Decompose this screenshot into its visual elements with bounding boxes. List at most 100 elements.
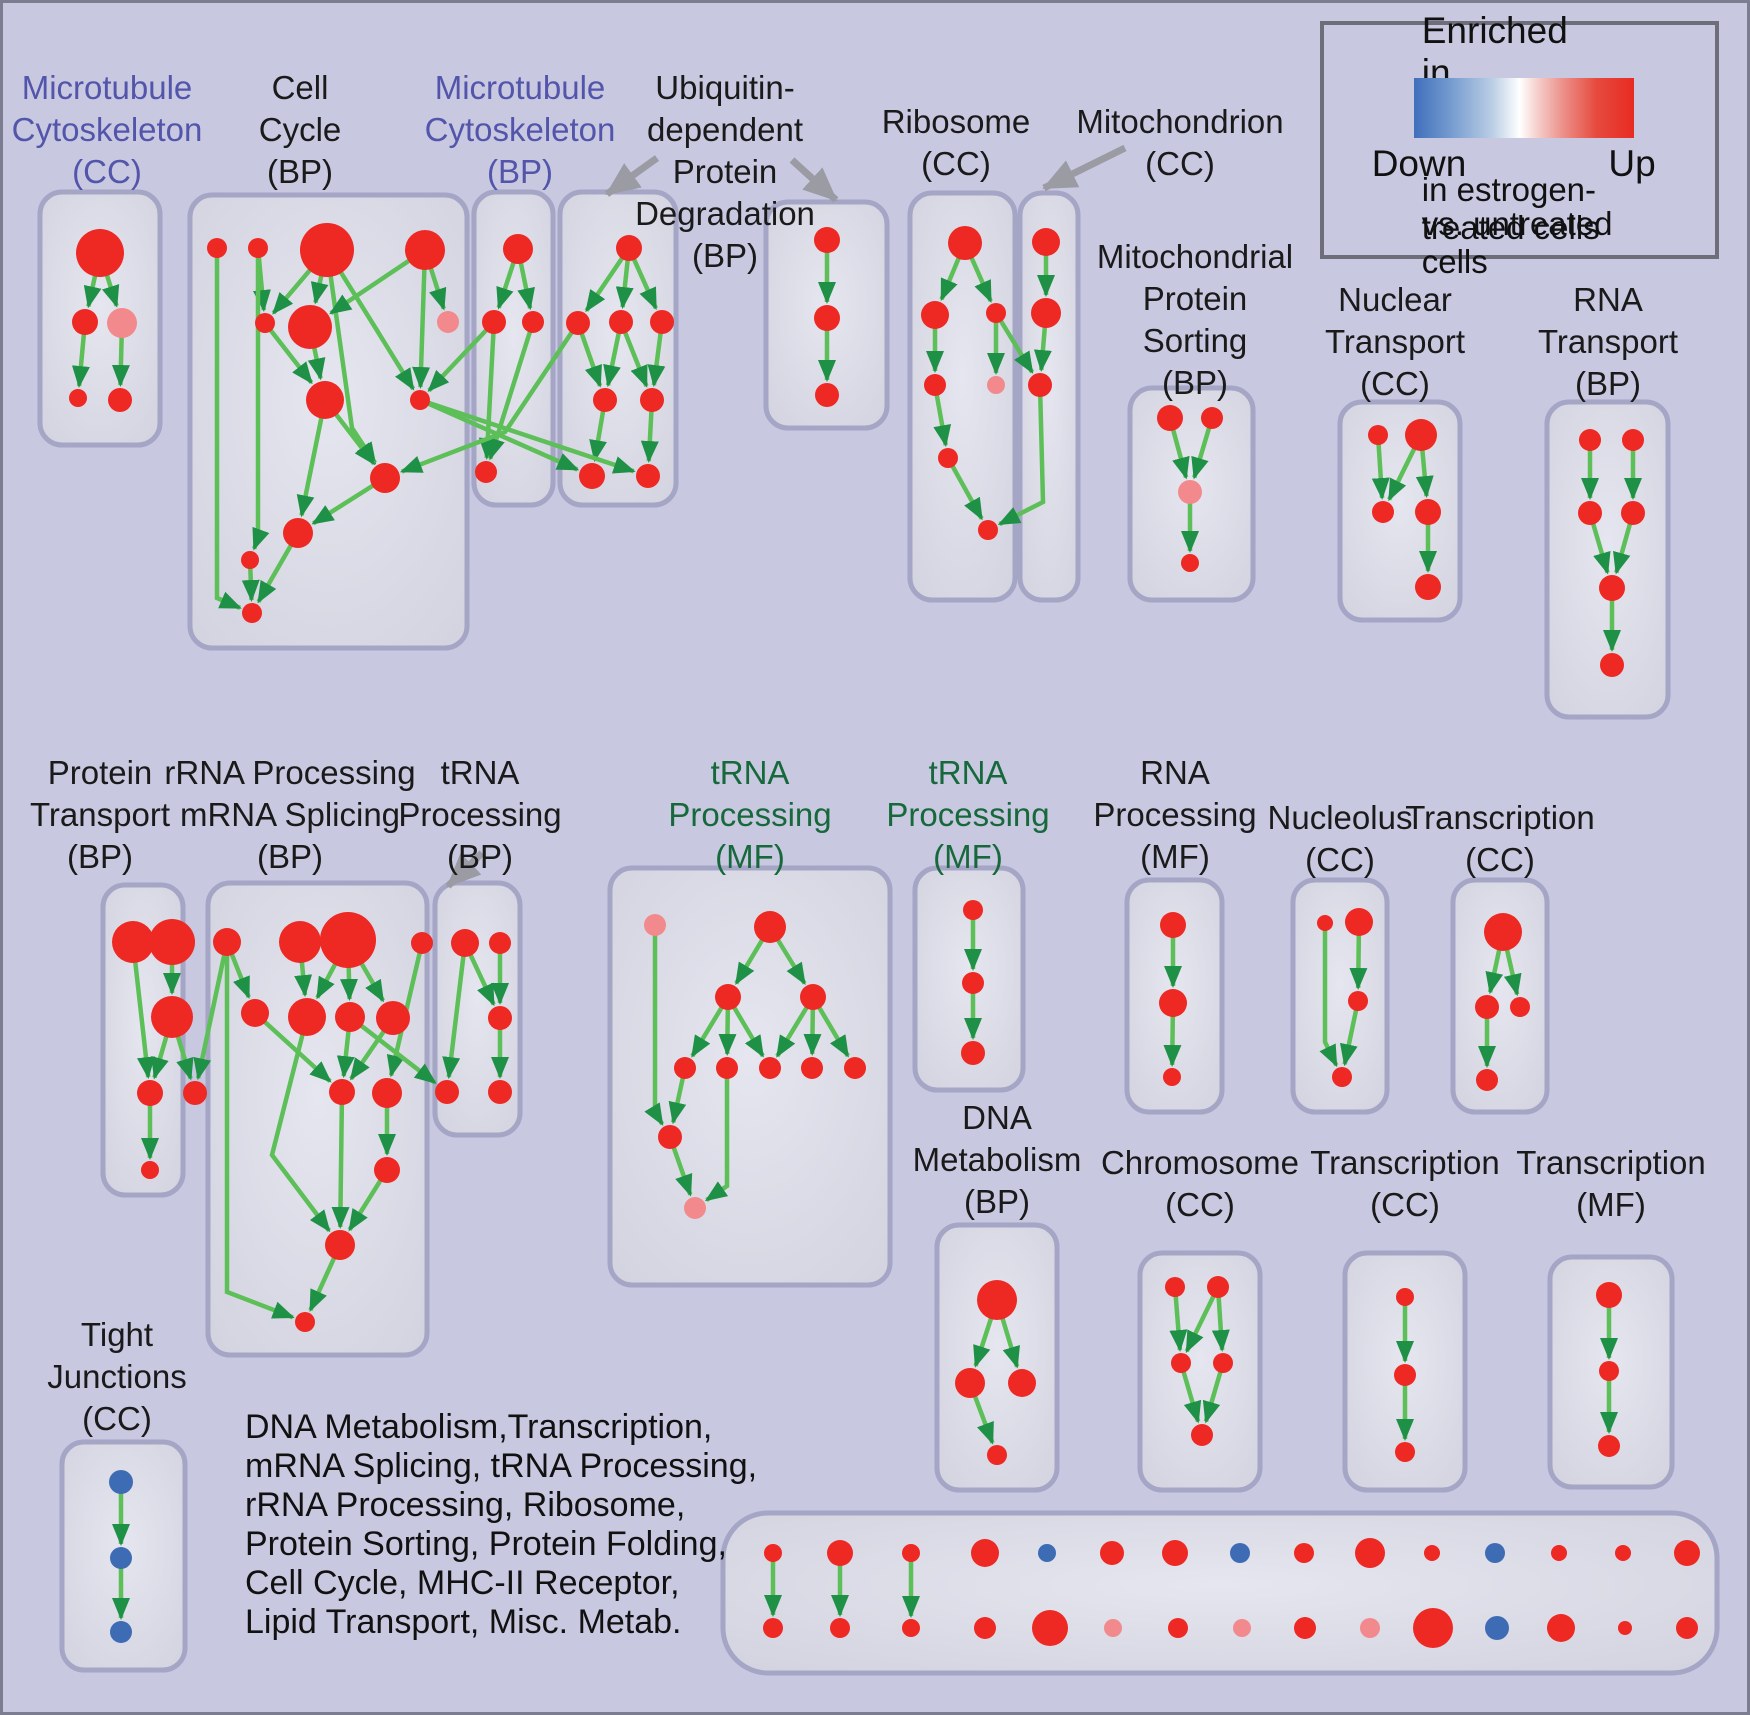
microtubule-cytoskeleton-bp-node-1[interactable] — [482, 310, 506, 334]
nucleolus-cc-node-2[interactable] — [1348, 991, 1368, 1011]
trna-processing-mf-1-node-2[interactable] — [715, 984, 741, 1010]
mitochondrial-protein-sorting-bp-node-1[interactable] — [1201, 407, 1223, 429]
cell-cycle-bp-node-3[interactable] — [405, 230, 445, 270]
misc-group-node-25[interactable] — [1413, 1608, 1453, 1648]
transcription-mf-node-0[interactable] — [1596, 1282, 1622, 1308]
trna-processing-mf-1-node-7[interactable] — [801, 1057, 823, 1079]
misc-group-node-8[interactable] — [1294, 1543, 1314, 1563]
transcription-cc-row3-node-1[interactable] — [1394, 1364, 1416, 1386]
rna-transport-bp-node-1[interactable] — [1622, 429, 1644, 451]
trna-processing-bp-node-2[interactable] — [488, 1006, 512, 1030]
protein-transport-bp-node-1[interactable] — [149, 919, 195, 965]
rrna-processing-mrna-splicing-bp-node-1[interactable] — [279, 921, 321, 963]
microtubule-cytoskeleton-cc-node-2[interactable] — [107, 308, 137, 338]
rrna-processing-mrna-splicing-bp-node-9[interactable] — [329, 1079, 355, 1105]
chromosome-cc-node-2[interactable] — [1171, 1353, 1191, 1373]
nucleolus-cc-node-3[interactable] — [1332, 1067, 1352, 1087]
misc-group-node-10[interactable] — [1424, 1545, 1440, 1561]
misc-group-node-24[interactable] — [1360, 1618, 1380, 1638]
chromosome-cc-node-4[interactable] — [1191, 1424, 1213, 1446]
ribosome-cc-node-0[interactable] — [948, 226, 982, 260]
misc-group-node-12[interactable] — [1551, 1545, 1567, 1561]
transcription-cc-row2-node-2[interactable] — [1510, 997, 1530, 1017]
cell-cycle-bp-node-11[interactable] — [241, 551, 259, 569]
misc-group-node-4[interactable] — [1038, 1544, 1056, 1562]
misc-group-node-13[interactable] — [1615, 1545, 1631, 1561]
rna-transport-bp-node-2[interactable] — [1578, 501, 1602, 525]
trna-processing-mf-1-node-4[interactable] — [674, 1057, 696, 1079]
misc-group-node-17[interactable] — [902, 1619, 920, 1637]
rna-transport-bp-node-3[interactable] — [1621, 501, 1645, 525]
tight-junctions-cc-node-1[interactable] — [110, 1547, 132, 1569]
misc-group-node-15[interactable] — [763, 1618, 783, 1638]
protein-transport-bp-node-0[interactable] — [112, 921, 154, 963]
chromosome-cc-node-0[interactable] — [1165, 1277, 1185, 1297]
microtubule-cytoskeleton-cc-node-3[interactable] — [69, 389, 87, 407]
microtubule-cytoskeleton-bp-node-0[interactable] — [503, 234, 533, 264]
dna-metabolism-bp-node-1[interactable] — [955, 1368, 985, 1398]
microtubule-cytoskeleton-cc-node-0[interactable] — [76, 229, 124, 277]
mitochondrion-cc-node-2[interactable] — [1028, 373, 1052, 397]
ribosome-cc-node-2[interactable] — [986, 303, 1006, 323]
rrna-processing-mrna-splicing-bp-node-8[interactable] — [183, 1081, 207, 1105]
dna-metabolism-bp-node-3[interactable] — [987, 1445, 1007, 1465]
misc-group-node-20[interactable] — [1104, 1619, 1122, 1637]
dna-metabolism-bp-node-0[interactable] — [977, 1280, 1017, 1320]
trna-processing-mf-2-node-0[interactable] — [963, 900, 983, 920]
nuclear-transport-cc-node-2[interactable] — [1372, 501, 1394, 523]
misc-group-node-9[interactable] — [1355, 1538, 1385, 1568]
misc-group-node-2[interactable] — [902, 1544, 920, 1562]
rrna-processing-mrna-splicing-bp-node-5[interactable] — [288, 998, 326, 1036]
cell-cycle-bp-node-6[interactable] — [437, 311, 459, 333]
rrna-processing-mrna-splicing-bp-node-3[interactable] — [411, 932, 433, 954]
misc-group-node-16[interactable] — [830, 1618, 850, 1638]
misc-group-node-19[interactable] — [1032, 1610, 1068, 1646]
misc-group-node-23[interactable] — [1294, 1617, 1316, 1639]
tight-junctions-cc-node-0[interactable] — [109, 1470, 133, 1494]
ubiquitin-dependent-protein-degradation-bp-node-2[interactable] — [609, 310, 633, 334]
ubiquitin-dependent-protein-degradation-bp-node-0[interactable] — [616, 235, 642, 261]
misc-group-node-27[interactable] — [1547, 1614, 1575, 1642]
ubiquitin-dependent-protein-degradation-bp-node-1[interactable] — [566, 311, 590, 335]
cell-cycle-bp-node-7[interactable] — [306, 381, 344, 419]
misc-group-node-5[interactable] — [1100, 1541, 1124, 1565]
misc-group-node-7[interactable] — [1230, 1543, 1250, 1563]
protein-transport-bp-node-2[interactable] — [151, 996, 193, 1038]
misc-group-node-0[interactable] — [764, 1544, 782, 1562]
trna-processing-bp-node-1[interactable] — [489, 932, 511, 954]
trna-processing-mf-1-node-5[interactable] — [716, 1057, 738, 1079]
mitochondrial-protein-sorting-bp-node-3[interactable] — [1181, 554, 1199, 572]
nuclear-transport-cc-node-4[interactable] — [1415, 574, 1441, 600]
mitochondrion-cc-node-0[interactable] — [1032, 228, 1060, 256]
rna-processing-mf-node-1[interactable] — [1159, 989, 1187, 1017]
trna-processing-mf-1-node-0[interactable] — [644, 914, 666, 936]
misc-group-node-26[interactable] — [1485, 1616, 1509, 1640]
misc-group-node-22[interactable] — [1233, 1619, 1251, 1637]
rrna-processing-mrna-splicing-bp-node-11[interactable] — [374, 1157, 400, 1183]
transcription-cc-row2-node-0[interactable] — [1484, 913, 1522, 951]
ubiquitin-degradation-2-node-2[interactable] — [815, 383, 839, 407]
ubiquitin-dependent-protein-degradation-bp-node-7[interactable] — [636, 464, 660, 488]
cell-cycle-bp-node-10[interactable] — [283, 518, 313, 548]
nuclear-transport-cc-node-0[interactable] — [1368, 425, 1388, 445]
rrna-processing-mrna-splicing-bp-node-12[interactable] — [325, 1230, 355, 1260]
ubiquitin-dependent-protein-degradation-bp-node-4[interactable] — [593, 388, 617, 412]
microtubule-cytoskeleton-cc-node-4[interactable] — [108, 388, 132, 412]
nucleolus-cc-node-1[interactable] — [1345, 908, 1373, 936]
trna-processing-mf-2-node-2[interactable] — [961, 1041, 985, 1065]
transcription-cc-row2-node-1[interactable] — [1475, 995, 1499, 1019]
nuclear-transport-cc-node-3[interactable] — [1415, 499, 1441, 525]
cell-cycle-bp-node-12[interactable] — [242, 603, 262, 623]
ribosome-cc-node-5[interactable] — [938, 448, 958, 468]
rna-transport-bp-node-4[interactable] — [1599, 575, 1625, 601]
rrna-processing-mrna-splicing-bp-node-6[interactable] — [335, 1002, 365, 1032]
rna-transport-bp-node-0[interactable] — [1579, 429, 1601, 451]
rna-processing-mf-node-0[interactable] — [1160, 912, 1186, 938]
transcription-cc-row3-node-0[interactable] — [1396, 1288, 1414, 1306]
trna-processing-bp-node-3[interactable] — [435, 1080, 459, 1104]
cell-cycle-bp-node-5[interactable] — [288, 305, 332, 349]
cell-cycle-bp-node-8[interactable] — [410, 390, 430, 410]
microtubule-cytoskeleton-cc-node-1[interactable] — [72, 309, 98, 335]
chromosome-cc-node-3[interactable] — [1213, 1353, 1233, 1373]
cell-cycle-bp-node-4[interactable] — [255, 313, 275, 333]
